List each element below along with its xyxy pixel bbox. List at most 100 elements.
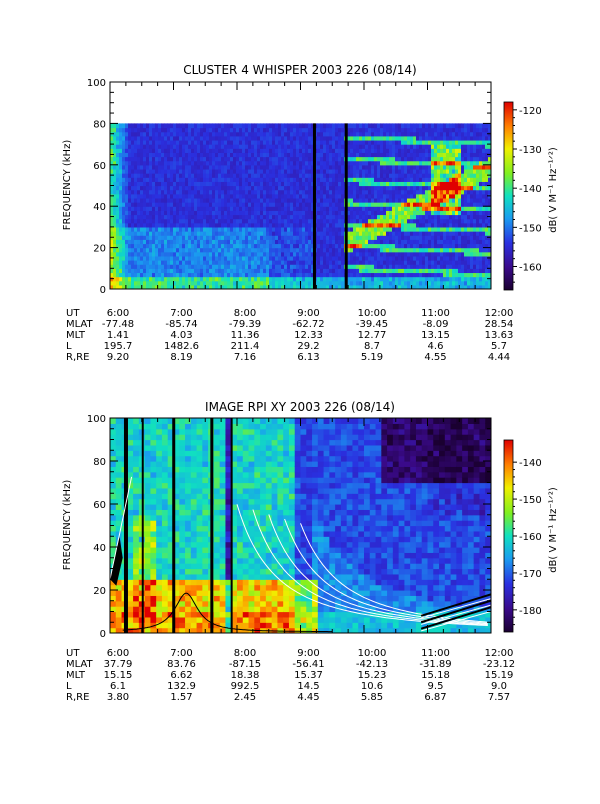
spectrogram-cell [368, 276, 372, 282]
spectrogram-cell [476, 251, 480, 257]
spectrogram-cell [176, 177, 180, 182]
spectrogram-cell [440, 206, 444, 211]
spectrogram-cell [446, 214, 450, 220]
spectrogram-cell [116, 177, 120, 182]
spectrogram-cell [260, 243, 264, 249]
spectrogram-cell [248, 127, 252, 133]
spectrogram-cell [383, 222, 387, 228]
spectrogram-cell [440, 276, 444, 282]
spectrogram-cell [452, 255, 456, 261]
spectrogram-cell [338, 127, 342, 133]
spectrogram-cell [473, 164, 477, 170]
spectrogram-cell [233, 135, 237, 141]
spectrogram-cell [185, 189, 189, 195]
spectrogram-cell [278, 168, 282, 174]
spectrogram-cell [299, 193, 303, 199]
spectrogram-cell [479, 181, 483, 187]
spectrogram-cell [425, 255, 429, 261]
spectrogram-cell [149, 148, 153, 153]
spectrogram-cell [443, 226, 447, 232]
spectrogram-cell [284, 127, 288, 133]
spectrogram-cell [437, 231, 441, 236]
spectrogram-cell [194, 231, 198, 236]
spectrogram-cell [227, 144, 231, 149]
spectrogram-cell [170, 168, 174, 174]
spectrogram-cell [347, 156, 351, 162]
spectrogram-cell [248, 156, 252, 162]
spectrogram-cell [212, 255, 216, 261]
spectrogram-cell [389, 152, 393, 158]
spectrogram-cell [323, 231, 327, 236]
spectrogram-cell [320, 152, 324, 158]
spectrogram-cell [194, 177, 198, 182]
spectrogram-cell [140, 276, 144, 282]
spectrogram-cell [203, 156, 207, 162]
spectrogram-cell [395, 127, 399, 133]
spectrogram-cell [140, 152, 144, 158]
spectrogram-cell [377, 127, 381, 133]
spectrogram-cell [212, 276, 216, 282]
spectrogram-cell [209, 251, 213, 257]
spectrogram-cell [269, 177, 273, 182]
spectrogram-cell [419, 144, 423, 149]
spectrogram-cell [479, 268, 483, 274]
spectrogram-cell [203, 189, 207, 195]
spectrogram-cell [233, 235, 237, 240]
spectrogram-cell [467, 177, 471, 182]
spectrogram-cell [158, 181, 162, 187]
spectrogram-cell [407, 206, 411, 211]
spectrogram-cell [260, 135, 264, 141]
spectrogram-cell [470, 156, 474, 162]
spectrogram-cell [125, 239, 129, 245]
spectrogram-cell [443, 135, 447, 141]
spectrogram-cell [395, 226, 399, 232]
spectrogram-cell [389, 268, 393, 274]
spectrogram-cell [398, 177, 402, 182]
spectrogram-cell [416, 247, 420, 253]
spectrogram-cell [353, 260, 357, 265]
spectrogram-cell [449, 144, 453, 149]
spectrogram-cell [425, 127, 429, 133]
spectrogram-cell [266, 148, 270, 153]
spectrogram-cell [188, 164, 192, 170]
spectrogram-cell [248, 280, 252, 286]
spectrogram-cell [446, 123, 450, 129]
spectrogram-cell [401, 280, 405, 286]
spectrogram-cell [425, 177, 429, 182]
spectrogram-cell [182, 177, 186, 182]
spectrogram-cell [248, 160, 252, 166]
spectrogram-cell [140, 264, 144, 269]
spectrogram-cell [263, 148, 267, 153]
spectrogram-cell [425, 193, 429, 199]
spectrogram-cell [371, 123, 375, 129]
spectrogram-cell [368, 135, 372, 141]
spectrogram-cell [413, 177, 417, 182]
spectrogram-cell [416, 235, 420, 240]
spectrogram-cell [245, 152, 249, 158]
spectrogram-cell [425, 235, 429, 240]
spectrogram-cell [167, 185, 171, 191]
spectrogram-cell [431, 139, 435, 145]
spectrogram-cell [380, 226, 384, 232]
spectrogram-cell [335, 148, 339, 153]
spectrogram-cell [149, 239, 153, 245]
spectrogram-cell [422, 189, 426, 195]
spectrogram-cell [281, 247, 285, 253]
spectrogram-cell [188, 189, 192, 195]
spectrogram-cell [317, 160, 321, 166]
spectrogram-cell [320, 144, 324, 149]
spectrogram-cell [197, 272, 201, 278]
spectrogram-cell [320, 127, 324, 133]
spectrogram-cell [410, 181, 414, 187]
spectrogram-cell [338, 284, 342, 289]
spectrogram-cell [383, 206, 387, 211]
spectrogram-cell [248, 152, 252, 158]
spectrogram-cell [170, 235, 174, 240]
spectrogram-cell [137, 264, 141, 269]
spectrogram-cell [152, 210, 156, 216]
spectrogram-cell [419, 255, 423, 261]
spectrogram-cell [392, 160, 396, 166]
spectrogram-cell [248, 272, 252, 278]
spectrogram-cell [449, 239, 453, 245]
spectrogram-cell [401, 189, 405, 195]
